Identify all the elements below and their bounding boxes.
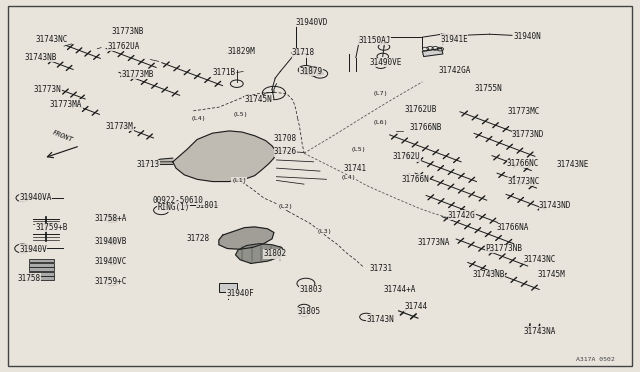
Text: (L4): (L4) (340, 175, 356, 180)
Text: 31762UB: 31762UB (404, 105, 437, 114)
Text: 31773ND: 31773ND (512, 130, 545, 139)
Polygon shape (236, 244, 285, 263)
Text: 31758: 31758 (18, 274, 41, 283)
Text: 31802: 31802 (264, 249, 287, 258)
Text: 31743NC: 31743NC (524, 255, 556, 264)
Bar (29, 263, 54, 267)
Text: 31941E: 31941E (440, 35, 468, 44)
Text: 31726: 31726 (274, 147, 297, 156)
Bar (219, 283, 237, 292)
Polygon shape (155, 158, 173, 164)
Text: 31755N: 31755N (475, 84, 502, 93)
Circle shape (109, 217, 115, 221)
Text: A317A 0502: A317A 0502 (575, 357, 614, 362)
Polygon shape (219, 227, 274, 249)
Text: 31743ND: 31743ND (539, 201, 572, 210)
Text: 31708: 31708 (274, 134, 297, 143)
Text: (L5): (L5) (233, 112, 248, 117)
Text: 31940V: 31940V (19, 245, 47, 254)
Text: 31759+B: 31759+B (35, 223, 68, 232)
Text: 00922-50610: 00922-50610 (152, 196, 203, 205)
Text: 31744: 31744 (404, 302, 428, 311)
Text: 31940VD: 31940VD (296, 18, 328, 27)
Text: 31940N: 31940N (513, 32, 541, 41)
Text: 31741: 31741 (343, 164, 366, 173)
Text: 31150AJ: 31150AJ (358, 36, 391, 45)
Text: 31940VB: 31940VB (95, 237, 127, 246)
Text: 31742GA: 31742GA (438, 66, 471, 75)
Text: 31731: 31731 (370, 264, 393, 273)
Circle shape (109, 239, 115, 243)
Text: (L2): (L2) (278, 204, 293, 209)
Text: 31742G: 31742G (448, 211, 476, 219)
Text: 31801: 31801 (196, 201, 219, 210)
Text: 31766NA: 31766NA (497, 223, 529, 232)
Text: 31829M: 31829M (227, 47, 255, 56)
Text: 31762UA: 31762UA (108, 42, 140, 51)
Text: (L3): (L3) (316, 229, 332, 234)
Text: FRONT: FRONT (51, 129, 74, 143)
Text: (L4): (L4) (191, 116, 206, 121)
Text: 31490VE: 31490VE (369, 58, 402, 67)
Text: 31940F: 31940F (227, 289, 254, 298)
Text: (L6): (L6) (372, 119, 388, 125)
Text: (L5): (L5) (351, 147, 366, 152)
Text: 31745N: 31745N (244, 95, 272, 104)
Text: (L7): (L7) (372, 91, 388, 96)
Text: 31940VC: 31940VC (95, 257, 127, 266)
Text: 31743NA: 31743NA (524, 327, 556, 336)
Text: 31773M: 31773M (106, 122, 133, 131)
Bar (29, 272, 54, 276)
Text: 31773NB: 31773NB (112, 27, 145, 36)
Circle shape (303, 68, 308, 71)
Text: (L1): (L1) (232, 177, 247, 183)
Polygon shape (173, 131, 276, 182)
Bar (29, 267, 54, 271)
Text: 31803: 31803 (300, 285, 323, 294)
Text: 31773N: 31773N (34, 85, 61, 94)
Text: 31879: 31879 (300, 67, 323, 76)
Text: 31773NA: 31773NA (417, 238, 450, 247)
Text: 31759+C: 31759+C (95, 278, 127, 286)
Text: 31743NE: 31743NE (557, 160, 589, 169)
Bar (29, 259, 54, 262)
Text: 3171B: 3171B (212, 68, 236, 77)
Text: 31766N: 31766N (402, 175, 429, 184)
Text: 31743NC: 31743NC (35, 35, 68, 44)
Text: 31773MB: 31773MB (122, 70, 154, 79)
Text: 31758+A: 31758+A (95, 214, 127, 223)
Text: 31940VA: 31940VA (19, 193, 52, 202)
Text: 31743NB: 31743NB (472, 270, 505, 279)
Text: 31762U: 31762U (393, 153, 420, 161)
Text: P31773NB: P31773NB (485, 244, 522, 253)
Text: 31805: 31805 (298, 307, 321, 316)
Text: 31728: 31728 (187, 234, 210, 243)
Text: 31773MC: 31773MC (508, 107, 540, 116)
Text: 31743NB: 31743NB (24, 53, 57, 62)
Text: 31713: 31713 (136, 160, 159, 169)
Text: 31773NC: 31773NC (508, 177, 540, 186)
Text: RING(1): RING(1) (157, 203, 190, 212)
Text: 31718: 31718 (292, 48, 315, 57)
Text: 31773MA: 31773MA (50, 100, 83, 109)
Text: 31744+A: 31744+A (384, 285, 417, 294)
Bar (29, 276, 54, 280)
Circle shape (317, 72, 323, 75)
Text: 31766NC: 31766NC (507, 159, 540, 168)
Circle shape (311, 70, 316, 73)
Text: 31743N: 31743N (366, 315, 394, 324)
Text: 31766NB: 31766NB (410, 124, 442, 132)
Text: 31745M: 31745M (538, 270, 565, 279)
Polygon shape (422, 48, 443, 57)
